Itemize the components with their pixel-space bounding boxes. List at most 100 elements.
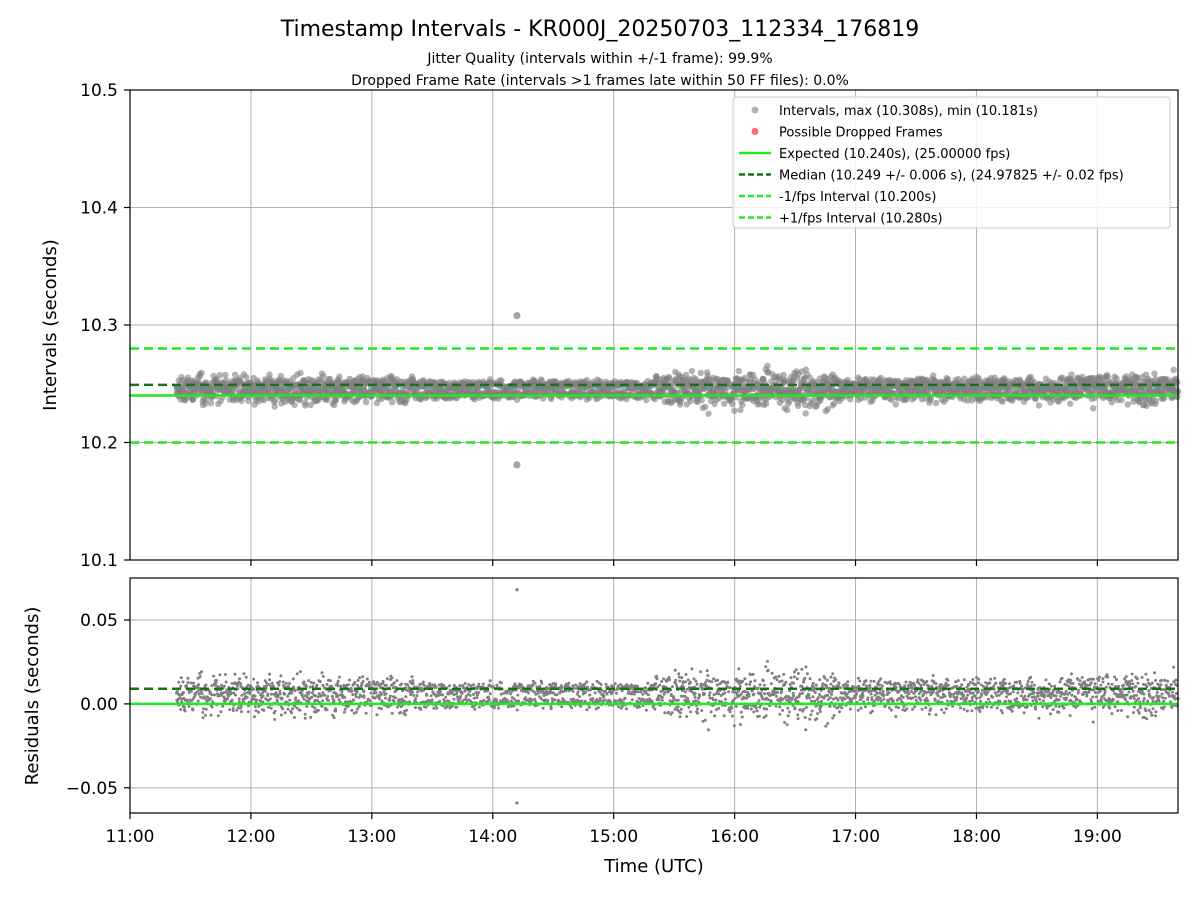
residual-point: [337, 698, 341, 702]
residual-point: [818, 678, 822, 682]
residual-point: [673, 668, 677, 672]
residual-point: [326, 695, 330, 698]
intervals-points: [173, 312, 1182, 469]
residual-point: [463, 682, 467, 685]
residual-point: [208, 690, 212, 694]
legend-label: -1/fps Interval (10.200s): [779, 190, 936, 205]
residual-point: [739, 710, 743, 714]
residual-point: [809, 713, 813, 717]
residual-point: [411, 679, 415, 682]
residual-point: [291, 677, 295, 681]
residual-point: [560, 686, 564, 690]
residual-point: [696, 707, 699, 711]
interval-point: [297, 369, 304, 377]
residual-point: [716, 678, 720, 682]
residual-point: [654, 682, 658, 686]
residual-point: [352, 698, 356, 702]
interval-point: [802, 410, 809, 417]
residual-point: [487, 695, 490, 699]
residual-point: [864, 679, 868, 683]
residual-point: [186, 676, 190, 680]
residual-point: [278, 692, 282, 696]
residual-point: [267, 705, 270, 709]
residual-point: [213, 693, 216, 697]
residual-point: [814, 683, 818, 687]
residual-point: [181, 680, 185, 684]
residual-point: [831, 672, 835, 676]
residual-point: [354, 710, 358, 714]
interval-point: [307, 401, 314, 409]
interval-point: [320, 373, 327, 380]
residual-point: [477, 705, 481, 709]
interval-point: [1151, 370, 1158, 377]
residual-point: [179, 684, 183, 688]
residual-point: [369, 691, 373, 695]
residual-point: [395, 679, 399, 683]
residual-point: [424, 705, 428, 709]
interval-point: [892, 401, 899, 408]
residual-point: [343, 707, 347, 711]
residual-point: [295, 672, 299, 676]
residual-point: [325, 708, 329, 712]
interval-point: [764, 362, 771, 369]
interval-point: [1124, 401, 1131, 408]
residual-point: [198, 675, 202, 679]
residual-point: [303, 716, 307, 720]
residual-point: [823, 676, 827, 680]
residual-point: [695, 682, 699, 686]
residual-point: [268, 697, 272, 701]
residual-point: [579, 704, 583, 708]
residual-point: [660, 698, 664, 702]
residual-point: [774, 675, 778, 679]
residual-point: [675, 684, 679, 688]
residual-point: [560, 705, 564, 709]
residual-point: [288, 698, 292, 702]
interval-point: [705, 410, 712, 417]
residual-point: [286, 694, 290, 698]
residual-point: [709, 710, 713, 714]
residual-point: [312, 681, 316, 685]
residual-point: [703, 692, 707, 696]
residual-point: [751, 672, 755, 676]
residual-point: [808, 717, 812, 721]
residual-point: [399, 711, 403, 714]
interval-point: [207, 400, 215, 407]
residual-point: [448, 684, 452, 688]
residual-point: [290, 691, 294, 695]
residual-point: [794, 668, 798, 672]
residual-point: [803, 676, 807, 680]
residual-point: [872, 679, 876, 683]
residual-point: [826, 694, 830, 697]
chart-subtitle-jitter: Jitter Quality (intervals within +/-1 fr…: [426, 51, 772, 67]
residual-point: [527, 691, 530, 695]
residual-point: [660, 680, 664, 683]
residual-point: [798, 692, 802, 696]
residual-point: [216, 714, 220, 718]
residual-point: [676, 705, 680, 709]
residual-point: [346, 683, 350, 687]
interval-point: [216, 371, 224, 379]
residual-point: [416, 690, 419, 694]
residual-point: [305, 705, 309, 708]
residual-point: [253, 694, 257, 698]
residual-point: [414, 706, 417, 710]
residual-point: [392, 681, 396, 685]
residual-point: [411, 681, 415, 685]
interval-point: [643, 396, 650, 404]
residual-point: [754, 706, 758, 710]
residual-point: [385, 683, 388, 687]
residual-point: [662, 677, 666, 681]
interval-point: [794, 402, 802, 409]
residual-point: [510, 689, 514, 693]
residual-point: [410, 675, 414, 679]
residual-point: [326, 698, 330, 702]
residual-point: [801, 691, 805, 695]
residual-point: [373, 683, 377, 687]
residual-point: [469, 684, 473, 688]
residual-point: [197, 683, 201, 687]
residual-point: [430, 698, 434, 702]
chart-subtitle-dropped: Dropped Frame Rate (intervals >1 frames …: [351, 73, 849, 89]
residual-point: [800, 684, 804, 688]
residual-point: [827, 690, 831, 694]
